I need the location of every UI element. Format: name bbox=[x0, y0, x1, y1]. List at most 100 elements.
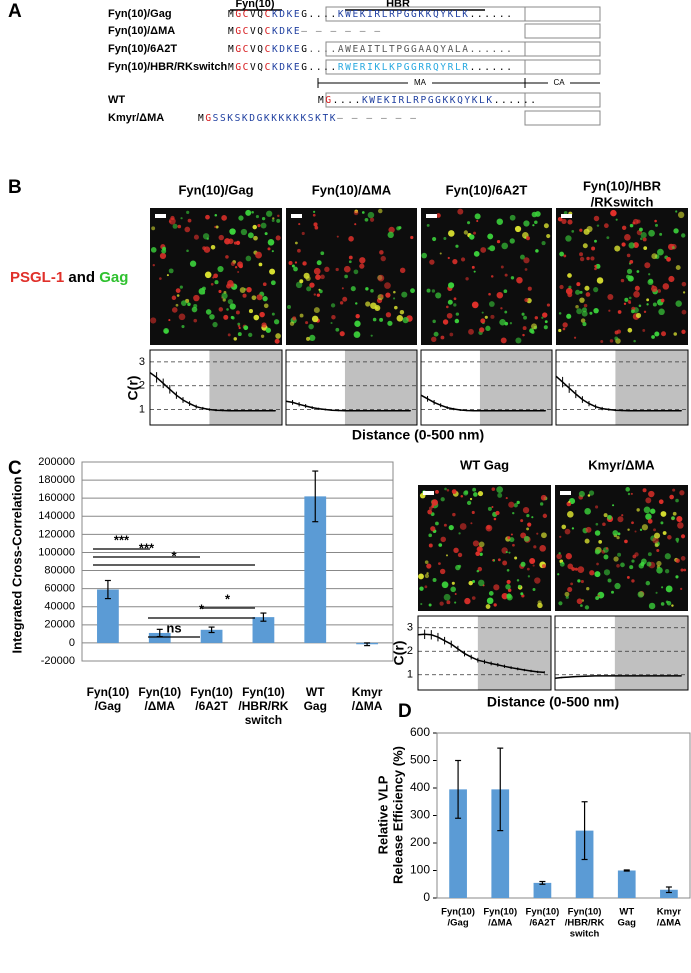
scale-bar bbox=[291, 214, 302, 218]
bar bbox=[660, 889, 678, 898]
fluorescent-spot bbox=[150, 247, 157, 253]
image-title: Fyn(10)/HBR bbox=[583, 178, 662, 193]
fluorescent-spot bbox=[439, 601, 444, 606]
fluorescent-spot bbox=[480, 247, 487, 253]
fluorescent-spot bbox=[608, 309, 611, 312]
fluorescent-spot bbox=[505, 584, 511, 590]
fluorescent-spot bbox=[593, 307, 599, 314]
sequence-segment: KWEKIRLRPGGKKQYKLK bbox=[338, 9, 470, 20]
fluorescent-spot bbox=[513, 503, 518, 508]
fluorescent-spot bbox=[214, 280, 219, 285]
fluorescent-spot bbox=[682, 291, 686, 294]
scale-bar bbox=[561, 214, 572, 218]
fluorescent-spot bbox=[230, 315, 234, 320]
fluorescent-spot bbox=[571, 527, 575, 530]
fluorescent-spot bbox=[524, 298, 529, 303]
fluorescent-spot bbox=[410, 235, 414, 240]
seq-header: Fyn(10) bbox=[235, 0, 274, 10]
fluorescent-spot bbox=[612, 504, 615, 507]
fluorescent-spot bbox=[612, 530, 619, 536]
fluorescent-spot bbox=[186, 210, 190, 214]
fluorescent-spot bbox=[648, 602, 656, 610]
fluorescent-spot bbox=[272, 217, 275, 220]
fluorescent-spot bbox=[295, 281, 303, 289]
label-bg bbox=[408, 78, 432, 88]
fluorescent-spot bbox=[681, 281, 687, 287]
fluorescent-spot bbox=[525, 236, 530, 241]
fluorescent-spot bbox=[447, 256, 450, 260]
fluorescent-spot bbox=[585, 526, 592, 533]
fluorescent-spot bbox=[471, 596, 476, 600]
fluorescent-spot bbox=[616, 329, 622, 334]
fluorescent-spot bbox=[260, 334, 265, 338]
fluorescent-spot bbox=[651, 284, 655, 288]
fluorescent-spot bbox=[633, 290, 640, 298]
fluorescent-spot bbox=[467, 221, 471, 225]
fluorescent-spot bbox=[542, 312, 548, 318]
fluorescent-spot bbox=[493, 584, 500, 591]
domain-box bbox=[325, 41, 601, 57]
fluorescent-spot bbox=[301, 231, 305, 236]
fluorescent-spot bbox=[567, 587, 573, 593]
fluorescent-spot bbox=[380, 294, 384, 298]
fluorescent-spot bbox=[221, 215, 227, 221]
shaded-region bbox=[344, 350, 417, 425]
fluorescent-spot bbox=[626, 253, 631, 258]
fluorescent-spot bbox=[251, 295, 257, 301]
fluorescent-spot bbox=[648, 273, 651, 276]
fluorescent-spot bbox=[187, 218, 192, 223]
fluorescent-spot bbox=[659, 232, 663, 236]
row-label: WT bbox=[108, 94, 125, 106]
fluorescent-spot bbox=[388, 226, 395, 234]
fluorescent-spot bbox=[496, 486, 504, 494]
fluorescent-spot bbox=[479, 327, 485, 333]
fluorescent-spot bbox=[446, 488, 450, 492]
fluorescent-spot bbox=[520, 519, 524, 523]
fluorescent-spot bbox=[624, 539, 628, 544]
fluorescent-spot bbox=[628, 296, 632, 300]
fluorescent-spot bbox=[603, 223, 609, 229]
fluorescent-spot bbox=[398, 226, 402, 230]
fluorescent-spot bbox=[526, 527, 530, 531]
y-tick-label: 100 bbox=[410, 863, 430, 877]
fluorescent-spot bbox=[536, 532, 539, 535]
micrograph bbox=[421, 208, 552, 345]
fluorescent-spot bbox=[542, 513, 548, 519]
fluorescent-spot bbox=[562, 322, 568, 328]
fluorescent-spot bbox=[348, 236, 354, 242]
fluorescent-spot bbox=[291, 264, 295, 268]
fluorescent-spot bbox=[364, 217, 369, 222]
panel-label: A bbox=[8, 1, 22, 22]
x-tick-label: /ΔMA bbox=[657, 918, 681, 929]
fluorescent-spot bbox=[306, 286, 312, 292]
fluorescent-spot bbox=[523, 257, 530, 264]
fluorescent-spot bbox=[607, 514, 612, 520]
fluorescent-spot bbox=[643, 506, 651, 514]
fluorescent-spot bbox=[171, 295, 177, 301]
fluorescent-spot bbox=[439, 568, 446, 575]
fluorescent-spot bbox=[248, 332, 253, 338]
sequence-segment: GC bbox=[235, 62, 250, 73]
fluorescent-spot bbox=[159, 277, 162, 280]
fluorescent-spot bbox=[646, 561, 652, 567]
fluorescent-spot bbox=[596, 277, 604, 284]
sequence-segment: G bbox=[301, 9, 308, 20]
fluorescent-spot bbox=[629, 260, 634, 264]
fluorescent-spot bbox=[448, 282, 455, 289]
fluorescent-spot bbox=[576, 308, 583, 315]
fluorescent-spot bbox=[339, 331, 345, 337]
fluorescent-spot bbox=[681, 233, 686, 238]
sequence-segment: RWERIKLKPGGRRQYRLR bbox=[338, 62, 470, 73]
fluorescent-spot bbox=[477, 490, 484, 497]
x-tick-label: Fyn(10) bbox=[190, 685, 233, 699]
fluorescent-spot bbox=[623, 302, 627, 305]
sequence: MGSSKSKDGKKKKKKSKTK— — — — — — bbox=[198, 113, 418, 124]
fluorescent-spot bbox=[680, 587, 683, 591]
fluorescent-spot bbox=[175, 303, 179, 307]
x-tick-label: /ΔMA bbox=[488, 918, 512, 929]
fluorescent-spot bbox=[242, 293, 247, 298]
fluorescent-spot bbox=[539, 502, 544, 506]
fluorescent-spot bbox=[202, 246, 206, 251]
fluorescent-spot bbox=[473, 270, 476, 273]
